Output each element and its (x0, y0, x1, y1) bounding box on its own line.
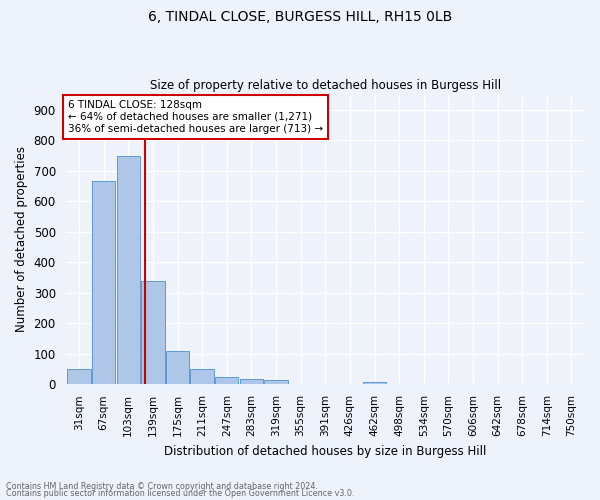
X-axis label: Distribution of detached houses by size in Burgess Hill: Distribution of detached houses by size … (164, 444, 487, 458)
Bar (265, 380, 288, 384)
Text: Contains HM Land Registry data © Crown copyright and database right 2024.: Contains HM Land Registry data © Crown c… (6, 482, 318, 491)
Bar (92, 182, 115, 384)
Bar (116, 156, 140, 384)
Bar (190, 369, 214, 384)
Bar (67, 369, 91, 384)
Bar (215, 376, 238, 384)
Text: 6, TINDAL CLOSE, BURGESS HILL, RH15 0LB: 6, TINDAL CLOSE, BURGESS HILL, RH15 0LB (148, 10, 452, 24)
Bar (166, 352, 189, 384)
Bar (240, 379, 263, 384)
Title: Size of property relative to detached houses in Burgess Hill: Size of property relative to detached ho… (150, 79, 501, 92)
Bar (363, 382, 386, 384)
Y-axis label: Number of detached properties: Number of detached properties (15, 146, 28, 332)
Bar (141, 281, 164, 384)
Text: 6 TINDAL CLOSE: 128sqm
← 64% of detached houses are smaller (1,271)
36% of semi-: 6 TINDAL CLOSE: 128sqm ← 64% of detached… (68, 100, 323, 134)
Text: Contains public sector information licensed under the Open Government Licence v3: Contains public sector information licen… (6, 489, 355, 498)
